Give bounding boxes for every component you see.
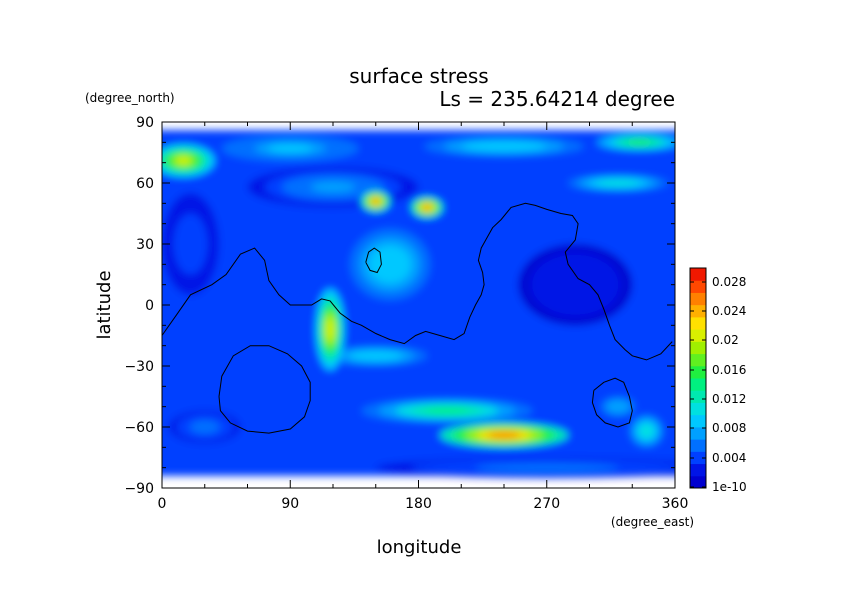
y-tick-label: 0 [145, 298, 154, 314]
y-tick-label: −60 [124, 420, 154, 436]
field-blob [487, 431, 521, 439]
x-tick-label: 270 [533, 496, 560, 512]
colorbar-label: 0.02 [712, 333, 739, 347]
plot-area [162, 122, 675, 488]
field-blob [422, 204, 432, 211]
colorbar-swatch [690, 304, 706, 318]
field-blob [268, 144, 313, 153]
field-blob [605, 180, 631, 186]
colorbar-label: 0.012 [712, 392, 746, 406]
field-blob [424, 407, 470, 414]
y-tick-label: 90 [136, 115, 154, 131]
colorbar-frame [689, 267, 707, 489]
colorbar-swatch [690, 280, 706, 293]
colorbar-swatch [690, 292, 706, 306]
chart-subtitle: Ls = 235.64214 degree [439, 87, 675, 111]
colorbar-swatch [690, 365, 706, 379]
y-axis: 90 60 30 0 −30 −60 −90 [124, 115, 675, 497]
colorbar-label: 1e-10 [712, 480, 747, 494]
field-blob [502, 465, 592, 471]
colorbar-swatch [690, 463, 706, 477]
y-tick-label: −30 [124, 359, 154, 375]
colorbar-swatch [690, 475, 706, 489]
colorbar-swatch [690, 268, 706, 281]
colorbar-swatch [690, 426, 706, 440]
x-tick-label: 360 [662, 496, 689, 512]
colorbar-swatch [690, 341, 706, 355]
colorbar-label: 0.028 [712, 275, 746, 289]
y-tick-label: 60 [136, 176, 154, 192]
colorbar-swatch [690, 414, 706, 428]
colorbar-swatch [690, 378, 706, 391]
colorbar-swatch [690, 402, 706, 416]
field-blob [372, 198, 380, 204]
topography-contour [365, 247, 382, 274]
colorbar-swatch [690, 316, 706, 330]
colorbar-label: 0.024 [712, 304, 746, 318]
field-layer [162, 130, 675, 478]
field-blob [610, 402, 626, 411]
x-tick-label: 0 [158, 496, 167, 512]
field-blob [175, 156, 192, 165]
x-unit-label: (degree_east) [611, 515, 694, 529]
topography-contour [162, 202, 673, 361]
topography-contour [218, 345, 311, 434]
x-tick-label: 90 [281, 496, 299, 512]
stress-field [162, 130, 675, 478]
colorbar-swatch [690, 390, 706, 403]
y-axis-label: latitude [94, 270, 115, 339]
field-blob [359, 352, 393, 360]
field-blob [183, 230, 198, 258]
colorbar-swatch [690, 439, 706, 452]
y-unit-label: (degree_north) [85, 91, 175, 105]
colorbar: 0.028 0.024 0.02 0.016 0.012 0.008 0.004 1e-10 [689, 267, 747, 494]
x-axis: 0 90 180 270 360 [158, 122, 689, 512]
y-tick-label: −90 [124, 481, 154, 497]
field-blob [195, 422, 215, 432]
field-blob [628, 140, 651, 145]
field-blob [478, 143, 530, 150]
field-blob [642, 426, 651, 436]
colorbar-label: 0.008 [712, 421, 746, 435]
colorbar-label: 0.016 [712, 363, 746, 377]
field-blob [310, 181, 356, 193]
field-blob [560, 274, 591, 296]
field-blob [326, 318, 334, 340]
topography-contour [591, 377, 633, 428]
contour-layer [162, 202, 673, 434]
colorbar-swatch [690, 451, 706, 465]
colorbar-swatch [690, 353, 706, 367]
field-blob [377, 252, 403, 276]
colorbar-swatch [690, 329, 706, 342]
chart-title: surface stress [349, 64, 488, 88]
x-tick-label: 180 [405, 496, 432, 512]
x-axis-label: longitude [377, 537, 462, 558]
colorbar-label: 0.004 [712, 451, 746, 465]
y-tick-label: 30 [136, 237, 154, 253]
